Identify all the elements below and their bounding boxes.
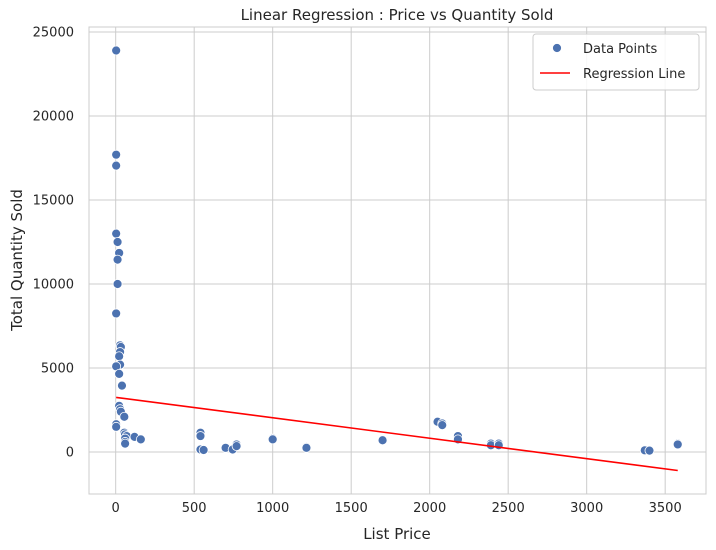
y-tick-label: 0 (66, 446, 74, 461)
data-point (437, 420, 448, 431)
x-tick-label: 2000 (413, 501, 446, 516)
data-point (111, 149, 122, 160)
x-tick-label: 1000 (256, 501, 289, 516)
legend-label-regression-line: Regression Line (583, 67, 685, 82)
data-points (111, 45, 683, 456)
x-tick-label: 1500 (335, 501, 368, 516)
regression-line (116, 396, 678, 472)
data-point (114, 368, 125, 379)
x-tick-label: 500 (182, 501, 207, 516)
y-tick-label: 25000 (33, 26, 74, 41)
data-point (112, 279, 123, 289)
x-axis-ticks: 0 500 1000 1500 2000 2500 3000 3500 (112, 501, 682, 516)
y-tick-label: 10000 (33, 278, 74, 293)
data-point (111, 160, 122, 171)
data-point (644, 445, 655, 456)
grid-lines (89, 27, 706, 494)
data-point (119, 411, 130, 422)
data-point (111, 421, 122, 432)
x-tick-label: 2500 (492, 501, 525, 516)
data-point (120, 438, 131, 449)
y-tick-label: 5000 (41, 362, 74, 377)
data-point (493, 440, 504, 451)
y-axis-label: Total Quantity Sold (8, 189, 26, 332)
data-point (117, 380, 127, 391)
plot-area (88, 26, 707, 495)
x-axis-label: List Price (363, 525, 431, 543)
data-point (111, 308, 122, 319)
legend-box (532, 33, 700, 91)
x-tick-label: 3500 (649, 501, 682, 516)
data-point (301, 442, 312, 453)
data-point (135, 434, 146, 445)
data-point (198, 445, 209, 455)
legend: Data Points Regression Line (532, 33, 700, 91)
data-point (111, 45, 122, 56)
data-point (231, 441, 242, 452)
data-point (111, 228, 122, 239)
data-point (267, 434, 278, 445)
data-point (195, 431, 206, 441)
y-axis-ticks: 0 5000 10000 15000 20000 25000 (33, 26, 74, 461)
legend-label-data-points: Data Points (583, 42, 657, 57)
data-point (377, 435, 388, 446)
data-point (672, 439, 683, 450)
legend-marker-data-points (552, 43, 562, 53)
y-tick-label: 15000 (33, 194, 74, 209)
x-tick-label: 3000 (570, 501, 603, 516)
data-point (114, 351, 125, 362)
regression-line-group (116, 396, 678, 472)
data-point (112, 254, 123, 265)
x-tick-label: 0 (112, 501, 120, 516)
chart-title: Linear Regression : Price vs Quantity So… (241, 6, 554, 24)
data-point (112, 237, 123, 247)
y-tick-label: 20000 (33, 110, 74, 125)
